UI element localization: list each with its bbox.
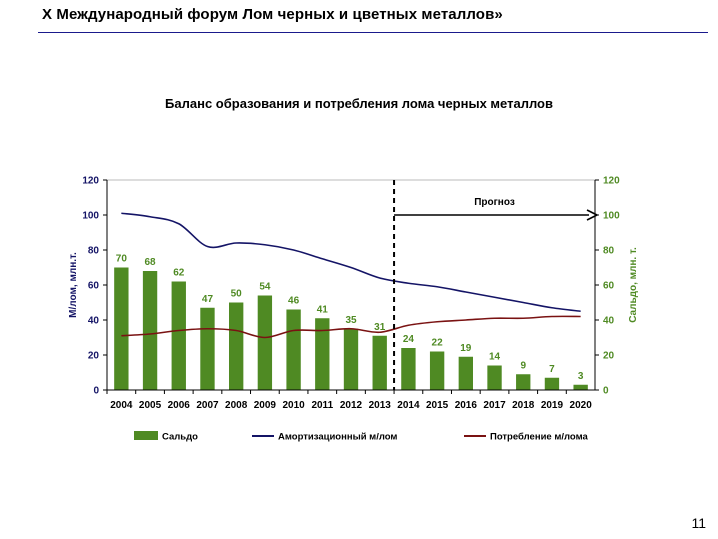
x-tick-label: 2012 bbox=[340, 400, 363, 411]
bar-value-label: 70 bbox=[116, 254, 128, 265]
bar-saldo bbox=[257, 295, 273, 390]
bar-value-label: 68 bbox=[144, 257, 156, 268]
x-tick-label: 2011 bbox=[311, 400, 333, 411]
y-tick-label: 120 bbox=[82, 176, 99, 187]
y2-axis-label: Сальдо, млн. т. bbox=[628, 247, 639, 323]
bar-value-label: 46 bbox=[288, 296, 300, 307]
legend-label-saldo: Сальдо bbox=[162, 432, 198, 443]
y2-tick-label: 100 bbox=[603, 211, 620, 222]
bar-saldo bbox=[114, 267, 129, 390]
x-tick-label: 2016 bbox=[455, 400, 478, 411]
y-tick-label: 80 bbox=[88, 246, 100, 257]
bar-saldo bbox=[315, 318, 330, 390]
y2-tick-label: 40 bbox=[603, 316, 615, 327]
x-tick-label: 2010 bbox=[282, 400, 305, 411]
legend-label-amortization: Амортизационный м/лом bbox=[278, 432, 397, 443]
bar-value-label: 41 bbox=[317, 304, 329, 315]
bar-saldo bbox=[516, 374, 531, 390]
bar-saldo bbox=[171, 281, 186, 390]
bar-value-label: 35 bbox=[345, 315, 357, 326]
bar-value-label: 31 bbox=[374, 322, 386, 333]
bar-saldo bbox=[401, 348, 416, 390]
bar-saldo bbox=[286, 309, 301, 390]
bar-value-label: 3 bbox=[578, 371, 584, 382]
y2-tick-label: 120 bbox=[603, 176, 620, 187]
bar-saldo bbox=[229, 302, 244, 390]
legend-label-consumption: Потребление м/лома bbox=[490, 432, 588, 443]
y2-tick-label: 60 bbox=[603, 281, 615, 292]
bar-saldo bbox=[429, 351, 445, 390]
page-number: 11 bbox=[691, 515, 706, 531]
bar-value-label: 47 bbox=[202, 294, 214, 305]
bar-value-label: 9 bbox=[520, 360, 526, 371]
legend-swatch-saldo bbox=[134, 431, 158, 440]
line-amortization bbox=[121, 212, 581, 313]
x-tick-label: 2007 bbox=[196, 400, 219, 411]
bar-value-label: 54 bbox=[259, 282, 271, 293]
y2-tick-label: 0 bbox=[603, 386, 609, 397]
x-tick-label: 2005 bbox=[139, 400, 162, 411]
x-tick-label: 2018 bbox=[512, 400, 535, 411]
y-tick-label: 40 bbox=[88, 316, 100, 327]
x-tick-label: 2006 bbox=[168, 400, 191, 411]
bar-saldo bbox=[487, 365, 502, 390]
bar-value-label: 24 bbox=[403, 334, 415, 345]
y-axis-label: М/лом, млн.т. bbox=[68, 252, 79, 318]
bar-value-label: 50 bbox=[231, 289, 243, 300]
y2-tick-label: 80 bbox=[603, 246, 615, 257]
x-tick-label: 2004 bbox=[110, 400, 133, 411]
bar-value-label: 14 bbox=[489, 352, 501, 363]
y2-tick-label: 20 bbox=[603, 351, 615, 362]
forecast-label: Прогноз bbox=[474, 197, 515, 208]
bar-saldo bbox=[343, 328, 359, 390]
bar-saldo bbox=[372, 335, 387, 390]
bar-value-label: 19 bbox=[460, 343, 472, 354]
bar-value-label: 22 bbox=[432, 338, 444, 349]
y-tick-label: 100 bbox=[82, 211, 99, 222]
y-tick-label: 0 bbox=[93, 386, 99, 397]
x-tick-label: 2017 bbox=[483, 400, 506, 411]
x-tick-label: 2008 bbox=[225, 400, 248, 411]
x-tick-label: 2019 bbox=[541, 400, 564, 411]
x-tick-label: 2013 bbox=[369, 400, 392, 411]
header-divider bbox=[38, 32, 708, 33]
bar-saldo bbox=[142, 271, 158, 390]
bar-saldo bbox=[458, 356, 473, 390]
x-tick-label: 2009 bbox=[254, 400, 277, 411]
slide-header-title: X Международный форум Лом черных и цветн… bbox=[42, 6, 503, 23]
line-consumption bbox=[121, 315, 581, 339]
bar-saldo bbox=[200, 307, 215, 390]
bar-saldo bbox=[573, 384, 588, 390]
x-tick-label: 2020 bbox=[570, 400, 593, 411]
chart-title: Баланс образования и потребления лома че… bbox=[165, 96, 553, 111]
y-tick-label: 20 bbox=[88, 351, 100, 362]
bar-value-label: 7 bbox=[549, 364, 555, 375]
bar-saldo bbox=[544, 377, 560, 390]
x-tick-label: 2015 bbox=[426, 400, 449, 411]
bar-value-label: 62 bbox=[173, 268, 185, 279]
y-tick-label: 60 bbox=[88, 281, 100, 292]
x-tick-label: 2014 bbox=[397, 400, 420, 411]
